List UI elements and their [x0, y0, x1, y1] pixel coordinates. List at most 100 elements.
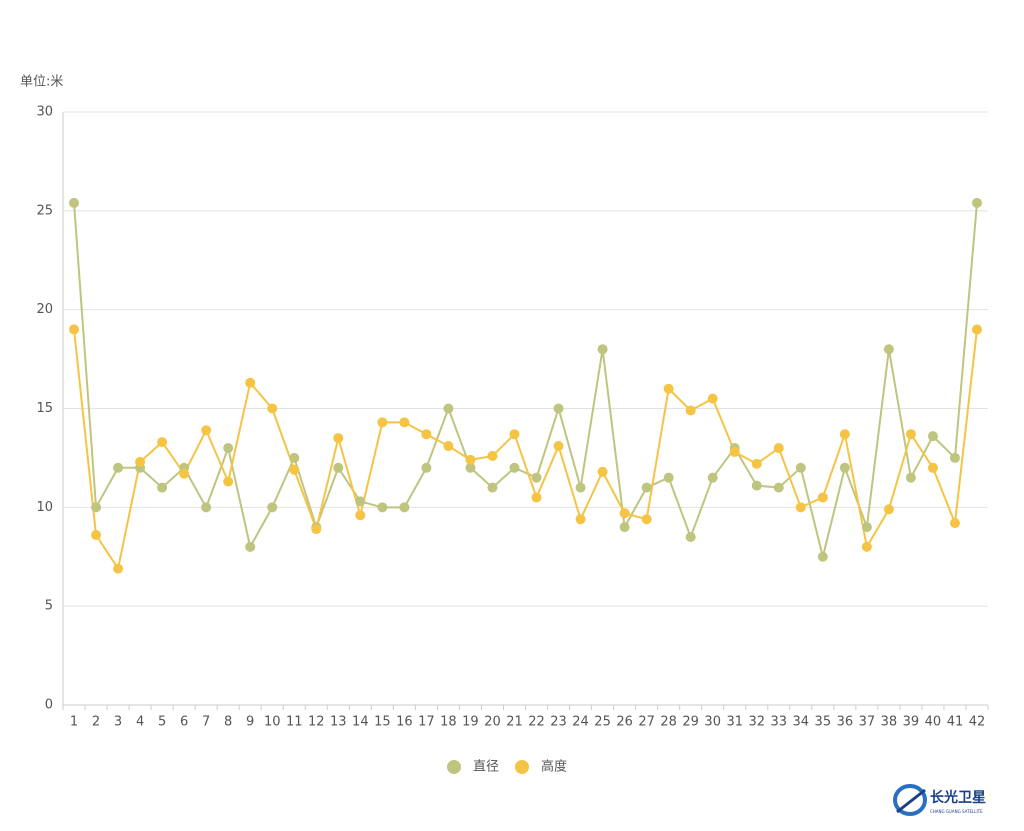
data-point	[641, 482, 652, 493]
data-point	[91, 530, 102, 541]
data-point	[333, 462, 344, 473]
legend-marker	[447, 760, 461, 774]
data-point	[927, 431, 938, 442]
data-point	[861, 541, 872, 552]
logo-swoosh	[896, 788, 926, 814]
data-point	[707, 472, 718, 483]
data-point	[927, 462, 938, 473]
x-tick-label: 17	[418, 715, 435, 730]
data-point	[575, 482, 586, 493]
x-tick-label: 41	[947, 715, 964, 730]
x-tick-label: 34	[793, 715, 810, 730]
data-point	[685, 531, 696, 542]
data-point	[245, 541, 256, 552]
data-point	[509, 429, 520, 440]
data-point	[289, 452, 300, 463]
data-point	[69, 324, 80, 335]
data-point	[267, 502, 278, 513]
data-point	[883, 344, 894, 355]
data-point	[399, 417, 410, 428]
x-tick-label: 2	[92, 715, 100, 730]
data-point	[311, 524, 322, 535]
x-tick-label: 23	[550, 715, 567, 730]
data-point	[355, 496, 366, 507]
x-tick-label: 38	[881, 715, 898, 730]
y-tick-label: 25	[36, 203, 53, 218]
x-tick-label: 40	[925, 715, 942, 730]
x-tick-label: 13	[330, 715, 347, 730]
data-point	[949, 518, 960, 529]
data-point	[641, 514, 652, 525]
data-point	[487, 482, 498, 493]
data-point	[971, 197, 982, 208]
data-point	[597, 466, 608, 477]
data-point	[751, 480, 762, 491]
x-tick-label: 26	[616, 715, 633, 730]
data-point	[201, 502, 212, 513]
x-tick-label: 18	[440, 715, 457, 730]
data-point	[597, 344, 608, 355]
data-point	[487, 450, 498, 461]
data-point	[377, 502, 388, 513]
data-point	[575, 514, 586, 525]
data-point	[531, 472, 542, 483]
data-point	[795, 462, 806, 473]
x-tick-label: 21	[506, 715, 523, 730]
data-point	[223, 443, 234, 454]
data-point	[377, 417, 388, 428]
data-point	[289, 464, 300, 475]
data-point	[509, 462, 520, 473]
x-tick-label: 5	[158, 715, 166, 730]
series-line	[73, 202, 978, 557]
data-point	[531, 492, 542, 503]
x-tick-label: 16	[396, 715, 413, 730]
x-tick-label: 1	[70, 715, 78, 730]
x-tick-label: 39	[903, 715, 920, 730]
data-point	[817, 492, 828, 503]
data-point	[817, 551, 828, 562]
series-line	[73, 329, 978, 572]
data-point	[333, 433, 344, 444]
data-point	[399, 502, 410, 513]
x-tick-label: 7	[202, 715, 210, 730]
data-point	[751, 458, 762, 469]
data-point	[861, 522, 872, 533]
logo: 长光卫星 CHANG GUANG SATELLITE	[893, 784, 986, 816]
data-point	[113, 563, 124, 574]
y-tick-label: 20	[36, 302, 53, 317]
y-tick-label: 5	[45, 599, 53, 614]
y-tick-label: 15	[36, 401, 53, 416]
x-tick-label: 31	[726, 715, 743, 730]
x-tick-label: 35	[815, 715, 832, 730]
data-point	[135, 456, 146, 467]
logo-name: 长光卫星	[930, 789, 986, 806]
x-tick-label: 29	[682, 715, 699, 730]
x-tick-label: 9	[246, 715, 254, 730]
x-tick-label: 10	[264, 715, 281, 730]
x-tick-label: 19	[462, 715, 479, 730]
legend-marker	[515, 760, 529, 774]
data-point	[619, 522, 630, 533]
data-point	[157, 437, 168, 448]
data-point	[795, 502, 806, 513]
data-point	[905, 472, 916, 483]
data-point	[443, 403, 454, 414]
data-point	[553, 403, 564, 414]
data-point	[421, 429, 432, 440]
data-point	[663, 383, 674, 394]
data-point	[91, 502, 102, 513]
x-tick-label: 28	[660, 715, 677, 730]
data-point	[883, 504, 894, 515]
data-point	[267, 403, 278, 414]
x-tick-label: 22	[528, 715, 545, 730]
data-point	[179, 468, 190, 479]
x-tick-label: 32	[748, 715, 765, 730]
data-point	[707, 393, 718, 404]
legend-label: 高度	[541, 759, 567, 775]
data-point	[465, 454, 476, 465]
y-tick-label: 0	[45, 698, 53, 713]
data-point	[465, 462, 476, 473]
logo-subtitle: CHANG GUANG SATELLITE	[930, 809, 983, 814]
x-tick-label: 6	[180, 715, 188, 730]
